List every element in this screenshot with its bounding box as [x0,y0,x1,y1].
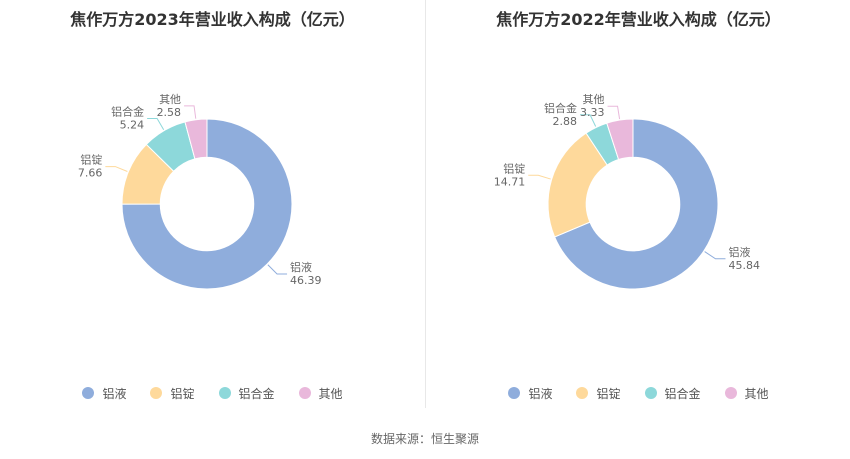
legend-label: 铝合金 [238,386,275,401]
legend-dot-icon [82,387,95,399]
slice-value-2023-other: 2.58 [157,106,182,119]
slice-label-2023-other: 其他 [159,93,181,106]
legend-label: 铝合金 [664,386,701,401]
legend-label: 铝液 [102,386,127,401]
legend-item-2022-aluminum-alloy[interactable]: 铝合金 [644,385,701,402]
leader-line-2023-other [184,105,197,119]
legend-item-2023-aluminum-alloy[interactable]: 铝合金 [218,385,275,402]
slice-value-2023-aluminum-ingot: 7.66 [78,167,103,180]
legend-2023: 铝液 铝锭 铝合金 其他 [0,384,425,402]
slice-label-2022-aluminum-liquid: 铝液 [728,245,750,259]
slice-2022-other[interactable] [606,118,634,161]
leader-line-2023-aluminum-liquid [267,264,288,275]
slice-label-2022-other: 其他 [583,93,605,106]
slice-value-2022-aluminum-ingot: 14.71 [494,175,526,188]
legend-item-2022-aluminum-liquid[interactable]: 铝液 [508,385,552,402]
slice-label-2023-aluminum-liquid: 铝液 [290,260,312,274]
legend-item-2022-aluminum-ingot[interactable]: 铝锭 [576,385,621,402]
leader-line-2022-other [607,105,621,120]
legend-dot-icon [644,387,657,399]
leader-line-2023-aluminum-alloy [147,117,165,130]
slice-label-2023-aluminum-alloy: 铝合金 [111,104,144,118]
legend-label: 铝锭 [170,386,195,401]
chart-panel-2022: 焦作万方2022年营业收入构成（亿元） 铝液 45.84 铝锭 14.71 铝合金 2.8… [426,0,850,420]
legend-dot-icon [218,387,231,399]
legend-item-2023-aluminum-liquid[interactable]: 铝液 [82,385,126,402]
slice-2022-aluminum-liquid[interactable] [553,118,719,290]
leader-line-2022-aluminum-ingot [528,174,551,180]
panel-divider [425,0,426,408]
chart-title-2023: 焦作万方2023年营业收入构成（亿元） [70,10,355,29]
slice-value-2022-aluminum-liquid: 45.84 [728,259,760,272]
legend-2022: 铝液 铝锭 铝合金 其他 [426,384,850,402]
legend-item-2023-aluminum-ingot[interactable]: 铝锭 [150,385,195,402]
slice-2023-aluminum-liquid[interactable] [121,118,293,290]
legend-label: 铝锭 [596,386,621,401]
legend-dot-icon [150,387,163,399]
legend-dot-icon [298,387,311,399]
legend-item-2022-other[interactable]: 其他 [724,385,769,402]
slice-2023-other[interactable] [184,118,208,160]
slice-value-2022-aluminum-alloy: 2.88 [553,115,578,128]
slice-label-2022-aluminum-ingot: 铝锭 [503,161,525,175]
legend-dot-icon [724,387,737,399]
legend-label: 其他 [744,386,769,401]
data-source-note: 数据来源：恒生聚源 [370,432,479,446]
legend-label: 铝液 [528,386,553,401]
legend-item-2023-other[interactable]: 其他 [298,385,343,402]
slice-value-2023-aluminum-alloy: 5.24 [120,118,145,131]
legend-label: 其他 [318,386,343,401]
slice-label-2023-aluminum-ingot: 铝锭 [80,153,102,167]
slice-label-2022-aluminum-alloy: 铝合金 [544,101,577,115]
legend-dot-icon [576,387,589,399]
slice-value-2023-aluminum-liquid: 46.39 [290,274,322,287]
leader-line-2022-aluminum-liquid [704,251,726,260]
legend-dot-icon [508,387,521,399]
chart-title-2022: 焦作万方2022年营业收入构成（亿元） [496,10,781,29]
leader-line-2023-aluminum-ingot [105,166,128,172]
leader-line-2022-aluminum-alloy [580,114,597,127]
chart-panel-2023: 焦作万方2023年营业收入构成（亿元） 铝液 46.39 铝锭 7.66 铝合金 5.24… [0,0,425,420]
slice-value-2022-other: 3.33 [580,106,605,119]
